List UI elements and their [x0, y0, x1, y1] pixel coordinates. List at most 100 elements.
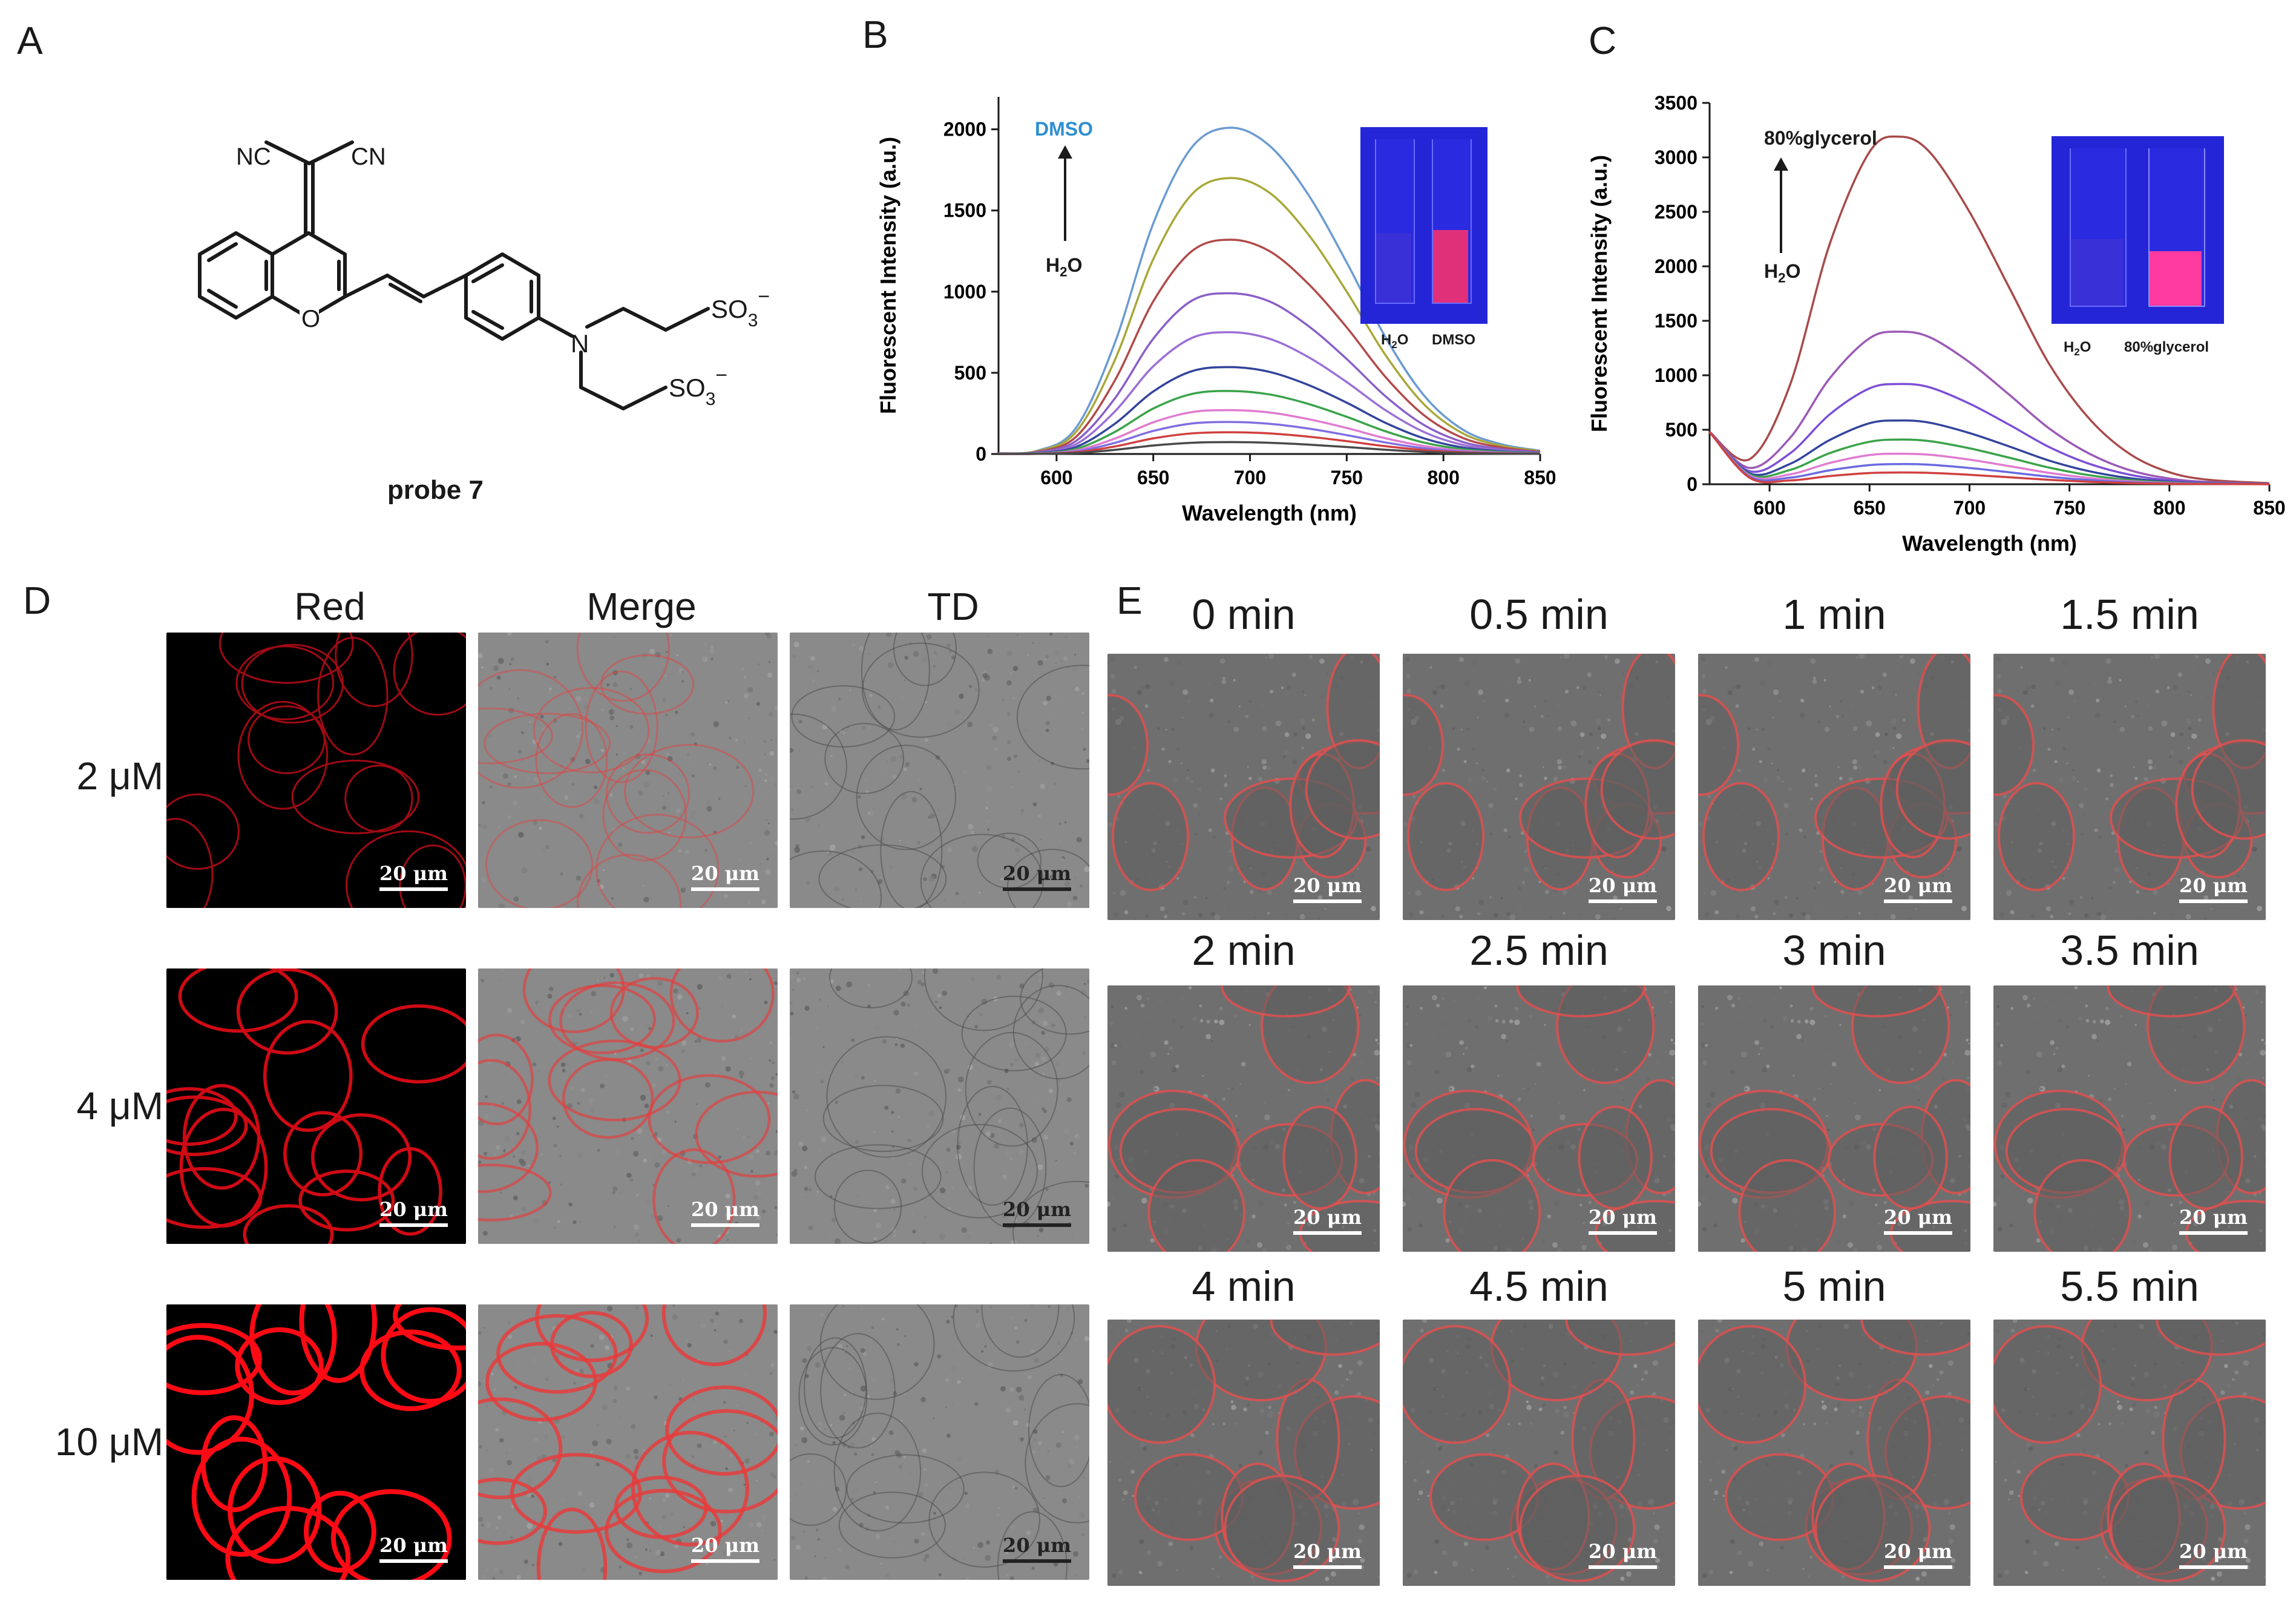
- timelapse-frame-3: 20 μm: [1993, 654, 2266, 920]
- chart-b-inset-label-1: H2O: [1381, 332, 1409, 350]
- timelapse-frame-5: 20 μm: [1403, 985, 1675, 1252]
- row-label-4um: 4 μM: [76, 1084, 163, 1128]
- x-tick-label: 850: [2253, 497, 2285, 519]
- time-label: 3 min: [1782, 927, 1886, 974]
- x-tick-label: 750: [1331, 467, 1363, 488]
- scale-bar: 20 μm: [2179, 1540, 2248, 1569]
- col-title-red: Red: [294, 585, 366, 628]
- oxygen-label: O: [301, 306, 320, 332]
- x-tick-label: 800: [2153, 497, 2185, 519]
- probe-7-structure: NC CN O N SO3− SO3−: [198, 140, 770, 410]
- col-title-merge: Merge: [586, 585, 697, 628]
- chart-c-inset-label-1: H2O: [2064, 339, 2091, 358]
- y-tick-label: 2000: [1655, 255, 1697, 277]
- series-line-3: [998, 292, 1541, 455]
- y-axis-title: Fluorescent Intensity (a.u.): [876, 137, 900, 414]
- row-label-10um: 10 μM: [54, 1420, 163, 1464]
- time-label: 5.5 min: [2060, 1263, 2199, 1310]
- scale-bar: 20 μm: [691, 1198, 759, 1227]
- chart-c-top-label: 80%glycerol: [1764, 127, 1877, 149]
- series-line-2: [1708, 383, 2270, 485]
- time-label: 1 min: [1782, 591, 1886, 638]
- panel-d-letter: D: [23, 579, 51, 622]
- micrograph-red-row2: 20 μm: [166, 1304, 466, 1580]
- micrograph-merge-row0: 20 μm: [478, 633, 778, 908]
- y-tick-label: 3000: [1655, 146, 1697, 168]
- time-label: 1.5 min: [2060, 591, 2199, 638]
- scale-bar: 20 μm: [1003, 1534, 1071, 1563]
- sulfonate-bottom: SO: [669, 373, 706, 402]
- time-label: 0.5 min: [1469, 591, 1609, 638]
- x-axis-title: Wavelength (nm): [1182, 501, 1357, 525]
- panel-b-letter: B: [862, 13, 888, 56]
- chart-c-inset: [2052, 136, 2224, 324]
- scale-bar: 20 μm: [379, 1534, 448, 1563]
- y-tick-label: 1500: [1655, 310, 1697, 332]
- y-tick-label: 1000: [943, 281, 986, 303]
- time-label: 3.5 min: [2060, 927, 2199, 974]
- scale-bar: 20 μm: [1884, 1540, 1952, 1569]
- svg-text:SO3−: SO3−: [711, 285, 770, 330]
- series-line-0: [1708, 135, 2270, 484]
- timelapse-frame-6: 20 μm: [1698, 985, 1970, 1252]
- x-tick-label: 700: [1953, 497, 1986, 519]
- panel-c-letter: C: [1589, 19, 1617, 62]
- time-label: 2.5 min: [1469, 927, 1609, 974]
- x-tick-label: 750: [2053, 497, 2085, 519]
- nitrogen-label: N: [571, 329, 589, 358]
- y-tick-label: 3500: [1655, 92, 1697, 114]
- x-tick-label: 600: [1040, 467, 1072, 488]
- series-line-1: [998, 177, 1541, 455]
- scale-bar: 20 μm: [691, 862, 759, 891]
- series-line-7: [998, 409, 1541, 455]
- y-tick-label: 500: [954, 362, 986, 384]
- scale-bar: 20 μm: [2179, 1206, 2248, 1235]
- scale-bar: 20 μm: [2179, 874, 2248, 903]
- micrograph-merge-row2: 20 μm: [478, 1304, 778, 1580]
- chart-b-inset: [1360, 127, 1487, 324]
- time-label: 4 min: [1192, 1263, 1296, 1310]
- y-axis-title: Fluorescent Intensity (a.u.): [1587, 155, 1612, 432]
- scale-bar: 20 μm: [1003, 862, 1071, 891]
- chart-b-inset-label-2: DMSO: [1432, 332, 1475, 348]
- scale-bar: 20 μm: [1884, 874, 1952, 903]
- sulfonate-top: SO: [711, 295, 748, 323]
- chart-b-bottom-label: H2O: [1046, 254, 1083, 280]
- time-label: 0 min: [1192, 591, 1296, 638]
- series-line-2: [998, 238, 1541, 455]
- x-tick-label: 850: [1524, 467, 1555, 488]
- scale-bar: 20 μm: [1589, 874, 1657, 903]
- timelapse-frame-8: 20 μm: [1107, 1320, 1380, 1586]
- panel-e-letter: E: [1117, 579, 1143, 622]
- chart-c-bottom-label: H2O: [1764, 260, 1801, 286]
- timelapse-frame-4: 20 μm: [1107, 985, 1380, 1252]
- y-tick-label: 2000: [943, 119, 986, 140]
- time-label: 4.5 min: [1469, 1263, 1609, 1310]
- timelapse-frame-7: 20 μm: [1993, 985, 2266, 1252]
- chart-b: 600 650 700 750 800 850 0 500 1000 1500 2000 Wavele…: [876, 97, 1555, 525]
- nc-label: NC: [236, 143, 271, 170]
- scale-bar: 20 μm: [379, 862, 448, 891]
- svg-text:SO3−: SO3−: [669, 364, 727, 409]
- timelapse-frame-0: 20 μm: [1107, 654, 1380, 920]
- x-tick-label: 600: [1753, 497, 1785, 519]
- cn-label: CN: [351, 143, 386, 170]
- y-tick-label: 1000: [1655, 364, 1697, 386]
- scale-bar: 20 μm: [1589, 1206, 1657, 1235]
- series-line-10: [998, 441, 1541, 455]
- scale-bar: 20 μm: [1293, 1206, 1362, 1235]
- y-tick-label: 0: [1687, 473, 1697, 495]
- micrograph-red-row0: 20 μm: [166, 633, 466, 908]
- scale-bar: 20 μm: [1884, 1206, 1952, 1235]
- micrograph-merge-row1: 20 μm: [478, 968, 778, 1244]
- timelapse-frame-1: 20 μm: [1403, 654, 1675, 920]
- x-tick-label: 650: [1854, 497, 1886, 519]
- micrograph-red-row1: 20 μm: [166, 968, 466, 1244]
- x-tick-label: 700: [1234, 467, 1266, 488]
- y-tick-label: 2500: [1655, 201, 1697, 223]
- scale-bar: 20 μm: [1003, 1198, 1071, 1227]
- micrograph-td-row2: 20 μm: [790, 1304, 1089, 1580]
- scale-bar: 20 μm: [1589, 1540, 1657, 1569]
- x-tick-label: 650: [1137, 467, 1169, 488]
- series-line-1: [1708, 330, 2270, 485]
